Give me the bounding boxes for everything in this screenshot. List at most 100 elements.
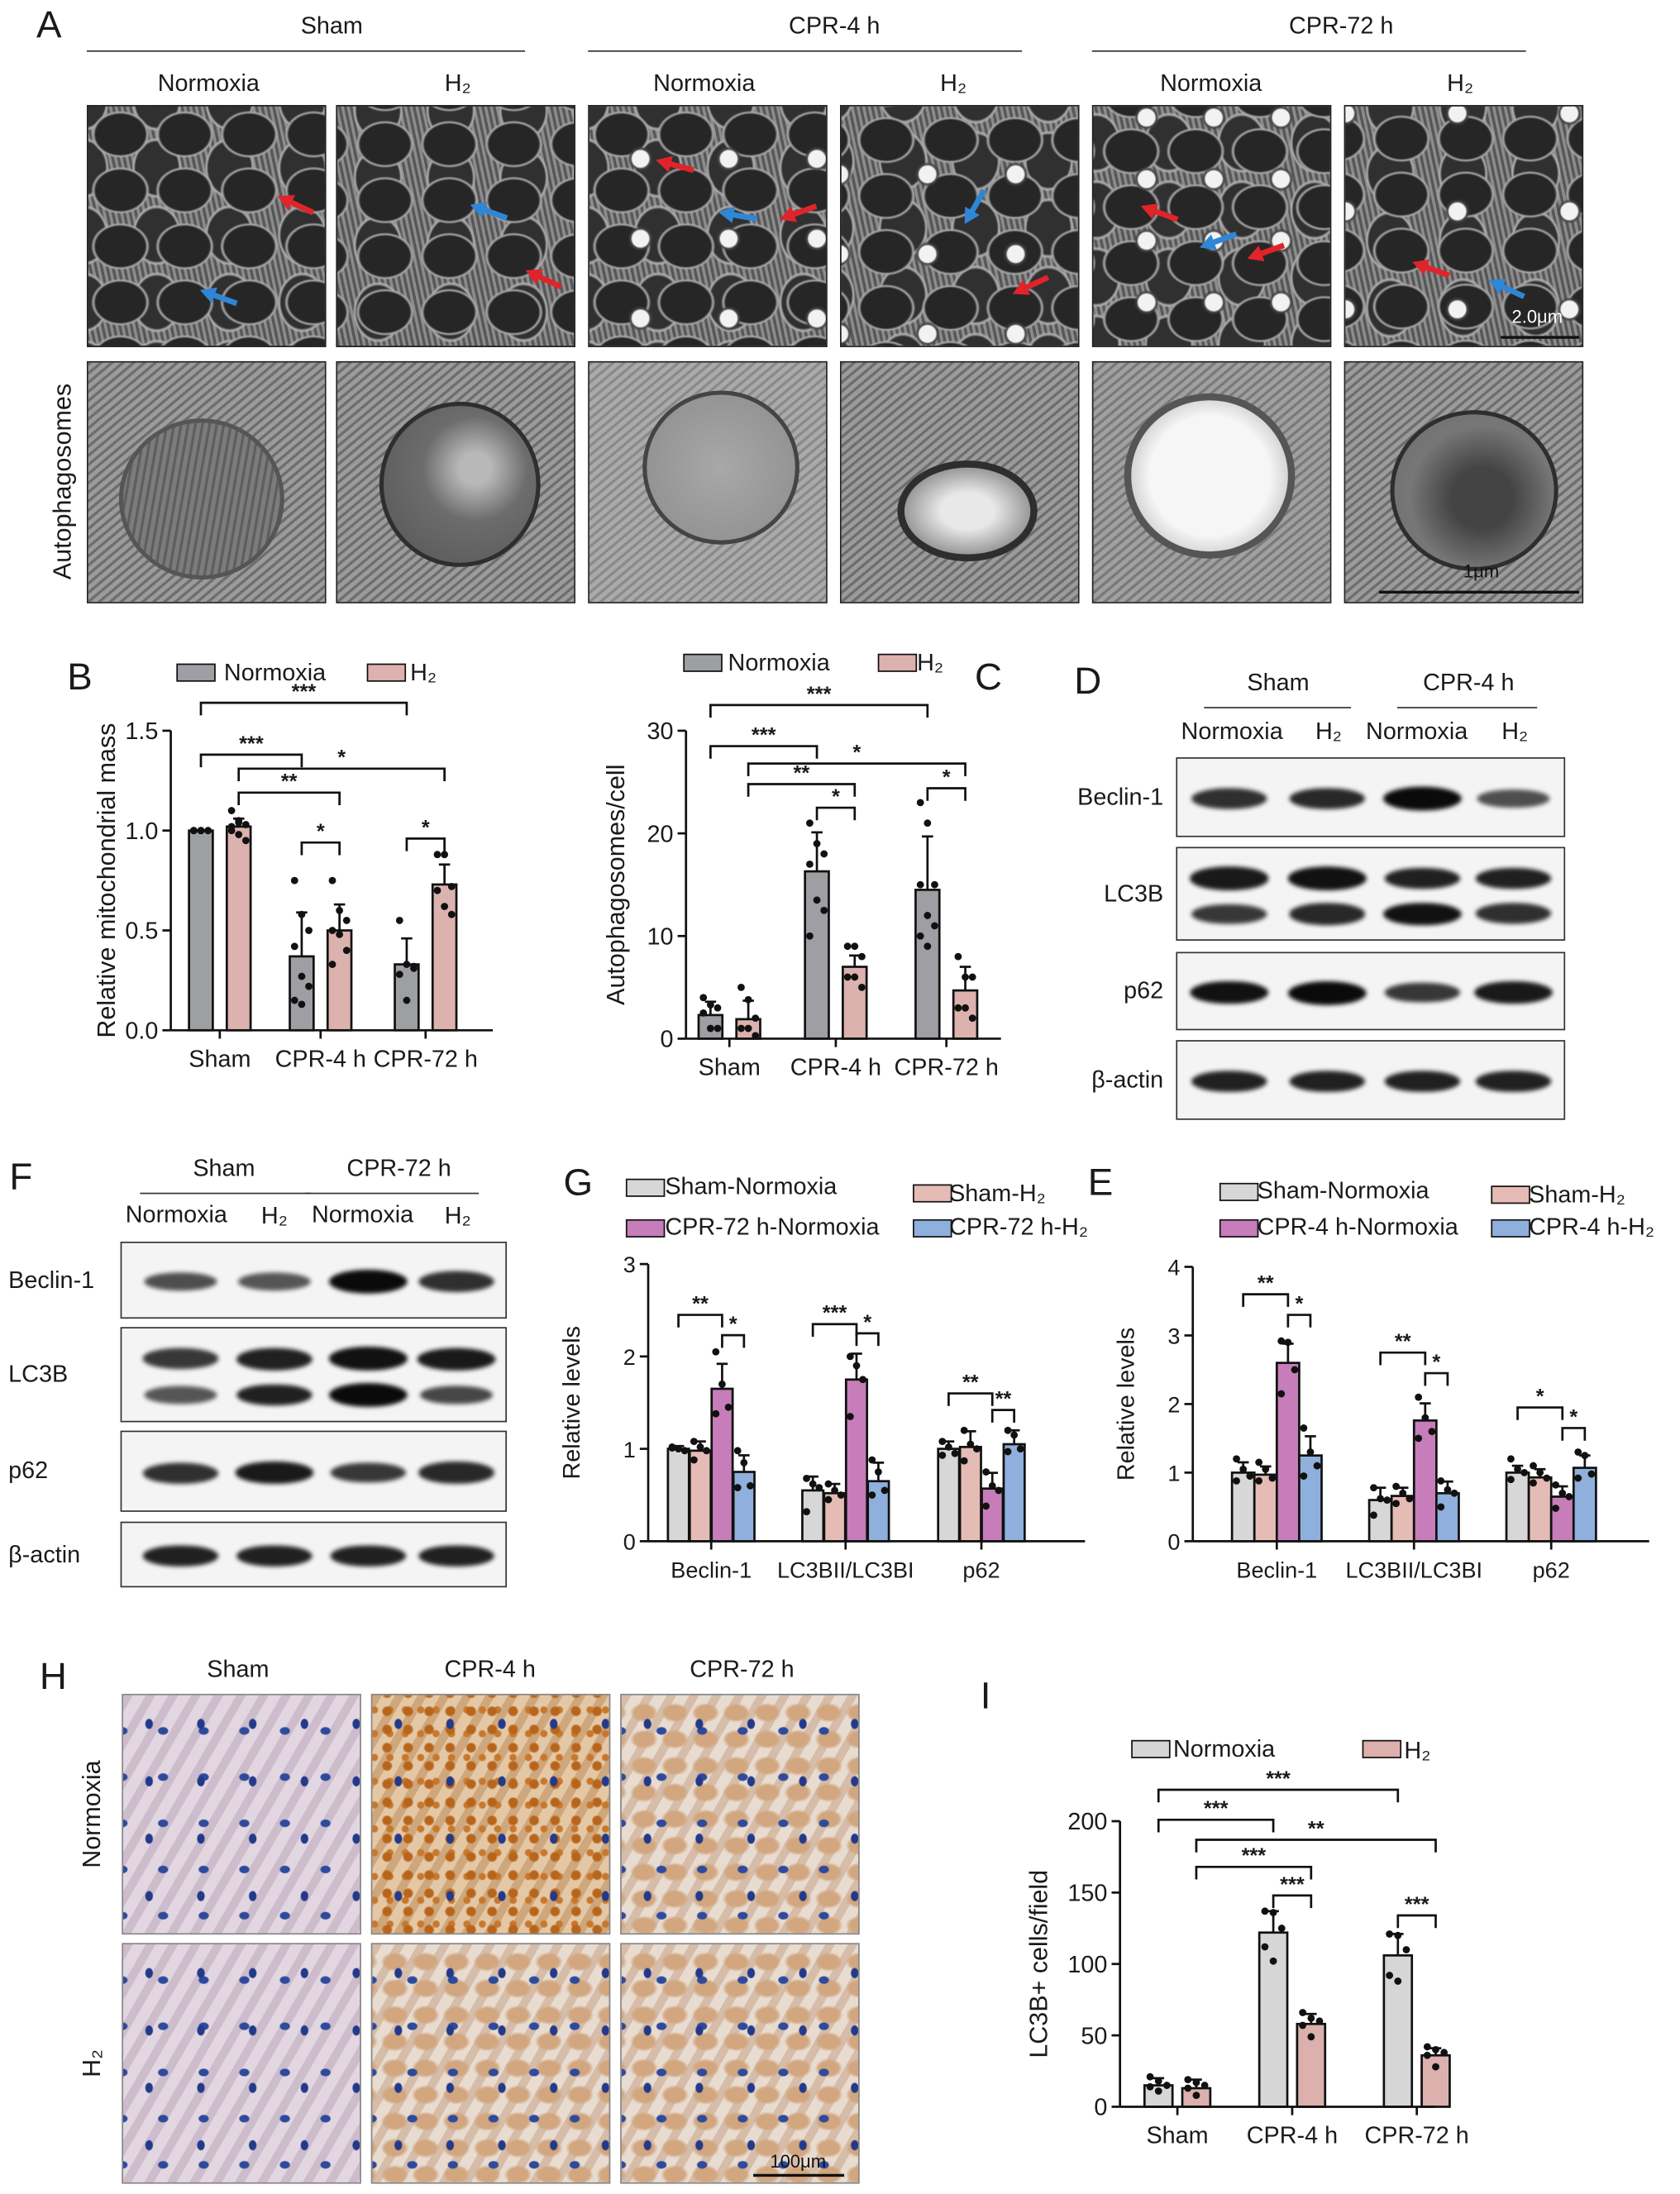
bar [1367, 1499, 1393, 1543]
data-point [1184, 2076, 1192, 2084]
blot-band [1475, 867, 1552, 890]
data-point [1386, 1972, 1394, 1979]
legend-label-normoxia: Normoxia [728, 649, 830, 676]
x-tick-label: CPR-4 h [275, 1046, 366, 1072]
group-divider [1091, 50, 1526, 52]
data-point [944, 1443, 952, 1451]
ihc-image-sham-h2 [122, 1943, 361, 2184]
bar [225, 825, 252, 1032]
data-point [1423, 2051, 1431, 2059]
legend-swatch [1491, 1185, 1530, 1204]
blot-d-lane-label: Normoxia [1181, 718, 1283, 745]
data-point [1233, 1455, 1240, 1463]
blot-d-group-cpr-4h: CPR-4 h [1423, 669, 1515, 696]
data-point [197, 827, 205, 835]
significance-bracket [747, 783, 857, 797]
y-tick-label: 10 [647, 923, 673, 950]
data-point [1004, 1448, 1012, 1456]
blue-arrow-icon [199, 287, 238, 307]
significance-label: * [729, 1313, 737, 1336]
data-point [995, 1486, 1003, 1495]
data-point [433, 886, 441, 894]
x-tick-label: Beclin-1 [1236, 1557, 1317, 1582]
y-tick-label: 0.5 [125, 918, 158, 945]
significance-bracket [811, 1323, 858, 1337]
legend-swatch [625, 1219, 666, 1238]
data-point [954, 952, 962, 961]
data-point [813, 896, 821, 904]
blot-band [328, 1383, 408, 1407]
y-tick-label: 0.0 [125, 1018, 158, 1044]
group-divider [305, 1192, 480, 1195]
legend-swatch [1491, 1219, 1530, 1238]
autophagosome [379, 401, 541, 567]
data-point [1277, 1390, 1286, 1398]
ihc-image-cpr72h-normoxia [620, 1693, 860, 1935]
legend-label: Sham-H₂ [949, 1180, 1046, 1207]
ihc-image-sham-normoxia [122, 1693, 361, 1935]
blot-band [330, 1462, 406, 1483]
significance-label: * [1295, 1292, 1303, 1315]
data-point [1300, 1424, 1308, 1432]
data-point [846, 1413, 854, 1420]
blot-band [1191, 904, 1267, 924]
blot-band [1475, 903, 1552, 925]
data-point [447, 882, 456, 890]
data-point [1370, 1484, 1377, 1492]
data-point [1402, 1946, 1410, 1953]
data-point [328, 961, 336, 968]
significance-bracket [677, 1314, 723, 1328]
blue-arrow-icon [718, 206, 758, 223]
significance-bracket [237, 767, 446, 782]
bar [1527, 1476, 1553, 1543]
blot-row-label: p62 [1124, 976, 1164, 1004]
group-header-cpr-4h: CPR-4 h [789, 12, 881, 40]
bar [804, 870, 830, 1040]
blue-arrow-icon [1199, 231, 1238, 250]
blot-band [1383, 786, 1462, 811]
y-tick-label: 1.0 [125, 818, 158, 845]
blot-row-beclin-1 [120, 1241, 507, 1319]
em-image-cpr4h-normoxia [588, 104, 828, 347]
data-point [806, 860, 814, 868]
panel-label-g: G [563, 1161, 594, 1204]
blot-d-group-sham: Sham [1247, 669, 1310, 696]
red-arrow-icon [1247, 242, 1286, 262]
data-point [290, 942, 298, 951]
data-point [668, 1444, 676, 1452]
data-point [966, 1440, 975, 1448]
y-tick-label: 4 [1167, 1255, 1180, 1281]
x-tick-label: Sham [1147, 2122, 1209, 2149]
significance-label: *** [292, 680, 317, 704]
blot-band [1383, 902, 1462, 926]
data-point [916, 932, 924, 940]
em-image-sham-h2 [336, 104, 575, 347]
em-image-cpr72h-h2 [1344, 104, 1584, 347]
significance-bracket [1516, 1406, 1564, 1420]
data-point [858, 952, 866, 961]
data-point [712, 1347, 720, 1356]
data-point [204, 827, 212, 835]
data-point [305, 982, 313, 990]
significance-label: * [1432, 1351, 1440, 1374]
data-point [1146, 2082, 1154, 2091]
blot-f-lane-label: H₂ [444, 1202, 471, 1229]
data-point [1552, 1505, 1560, 1512]
y-axis-label: Relative mitochondrial mass [93, 723, 121, 1038]
em-autophagosome-cpr72h-h2 [1344, 360, 1584, 603]
data-point [1255, 1476, 1263, 1485]
autophagosome [118, 418, 284, 580]
data-point [1306, 1448, 1315, 1456]
data-point [881, 1486, 889, 1495]
blot-row-p62 [1176, 952, 1566, 1031]
bar [1549, 1495, 1575, 1543]
group-divider [140, 1192, 311, 1195]
data-point [235, 831, 243, 838]
chart-g: 0 1 2 3 Beclin-1 LC3BII/LC3BI p62 Relative leve… [559, 1252, 1086, 1582]
data-point [982, 1502, 990, 1510]
legend-swatch [1219, 1182, 1259, 1201]
blot-f-lane-label: H₂ [260, 1202, 288, 1229]
ihc-column-cpr-4h: CPR-4 h [444, 1656, 536, 1683]
blot-d-lane-label: H₂ [1501, 718, 1529, 745]
y-tick-label: 0 [623, 1529, 636, 1555]
